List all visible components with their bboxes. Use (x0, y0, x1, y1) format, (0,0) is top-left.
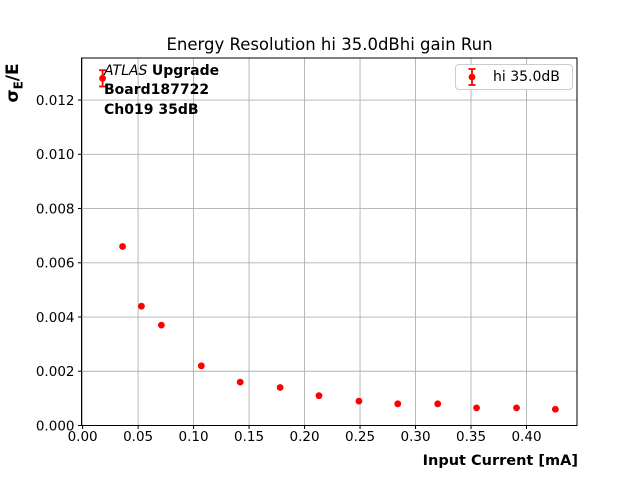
data-point (315, 392, 323, 400)
data-point (197, 362, 205, 370)
annotation-line-2: Board187722 (104, 82, 210, 99)
data-point (158, 321, 165, 329)
x-tick-label: 0.25 (345, 429, 375, 445)
y-tick-label: 0.010 (36, 147, 75, 163)
ylabel-rest: /E (3, 63, 23, 82)
data-point (138, 302, 145, 310)
legend-label: hi 35.0dB (493, 69, 560, 85)
x-tick-label: 0.10 (179, 429, 209, 445)
data-point (276, 384, 284, 391)
annotation-atlas-text: ATLAS (104, 63, 148, 79)
x-axis-label: Input Current [mA] (422, 453, 578, 469)
y-tick-label: 0.004 (36, 310, 75, 326)
x-tick-label: 0.05 (123, 429, 153, 445)
data-point (99, 74, 106, 82)
legend-errorbar-icon (468, 68, 476, 86)
annotation: ATLAS Upgrade Board187722 Ch019 35dB (104, 62, 219, 120)
y-tick-label: 0.012 (36, 93, 75, 109)
data-point (355, 397, 363, 405)
annotation-upgrade-text: Upgrade (151, 63, 220, 79)
y-axis-label: σE/E (3, 55, 26, 111)
plot-frame (81, 57, 578, 426)
y-tick-label: 0.006 (36, 256, 75, 272)
data-point (394, 400, 402, 408)
x-tick-label: 0.20 (290, 429, 320, 445)
data-point (513, 404, 520, 412)
annotation-line-1: ATLAS Upgrade (104, 62, 219, 81)
data-point (434, 400, 442, 408)
annotation-line-3: Ch019 35dB (104, 101, 199, 118)
x-tick-label: 0.30 (401, 429, 431, 445)
data-point (551, 405, 559, 413)
ylabel-subscript: E (11, 81, 26, 90)
y-tick-label: 0.002 (36, 364, 75, 380)
y-tick-label: 0.008 (36, 201, 75, 217)
x-tick-label: 0.35 (456, 429, 486, 445)
data-point (236, 378, 244, 386)
data-point (473, 404, 480, 412)
y-tick-label: 0.000 (36, 418, 75, 434)
legend: hi 35.0dB (455, 64, 573, 90)
x-tick-label: 0.00 (68, 429, 98, 445)
x-tick-label: 0.15 (234, 429, 264, 445)
data-point (119, 243, 126, 250)
chart-title: Energy Resolution hi 35.0dBhi gain Run (166, 35, 493, 54)
ylabel-sigma: σ (3, 89, 23, 103)
x-tick-label: 0.40 (511, 429, 541, 445)
